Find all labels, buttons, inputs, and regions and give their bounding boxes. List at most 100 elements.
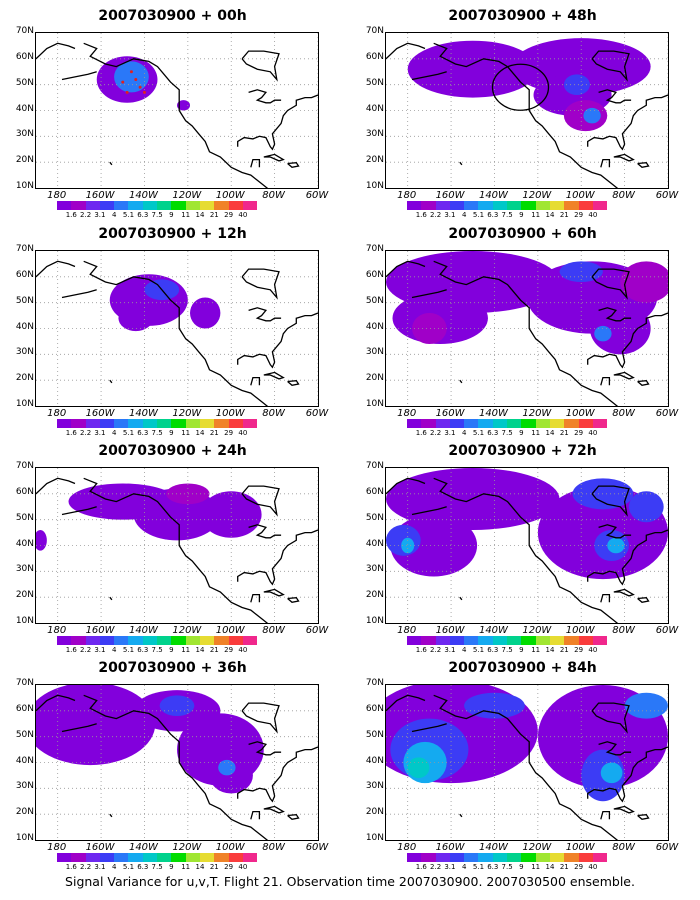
coastline [83, 694, 269, 840]
colorbar-swatch [228, 201, 243, 210]
colorbar-swatch [199, 201, 215, 210]
latitude-label: 40N [15, 755, 34, 766]
colorbar-swatch [421, 419, 436, 428]
colorbar-label: 21 [209, 863, 219, 871]
longitude-label: 140W [478, 408, 508, 419]
latitude-label: 60N [365, 51, 384, 62]
variance-map [386, 251, 668, 406]
colorbar-swatch [128, 419, 143, 428]
colorbar-swatch [407, 419, 422, 428]
longitude-label: 160W [85, 842, 115, 853]
variance-map [386, 33, 668, 188]
latitude-label: 50N [365, 729, 384, 740]
variance-map [36, 251, 318, 406]
panel-title: 2007030900 + 00h [98, 8, 247, 24]
colorbar-label: 29 [574, 211, 584, 219]
colorbar-label: 7.5 [151, 429, 163, 437]
coastline [459, 379, 463, 384]
variance-region [401, 537, 415, 554]
coastline [250, 593, 261, 603]
longitude-label: 160W [435, 408, 465, 419]
longitude-label: 60W [655, 190, 679, 201]
longitude-label: 120W [522, 842, 552, 853]
coastline [433, 694, 619, 840]
longitude-label: 140W [128, 190, 158, 201]
colorbar-swatch [521, 201, 536, 210]
latitude-label: 50N [15, 512, 34, 523]
variance-region [628, 491, 664, 523]
colorbar [57, 853, 258, 862]
colorbar-label: 11 [181, 646, 191, 654]
coastline [241, 485, 280, 517]
variance-region [412, 313, 447, 344]
colorbar-swatch [57, 201, 72, 210]
coastline [386, 477, 426, 495]
longitude-label: 160W [85, 190, 115, 201]
map-panel: 2007030900 + 48h 70N 60N 50N 40N 30N 20N 10N 180… [350, 0, 695, 225]
colorbar-swatch [99, 853, 115, 862]
colorbar-swatch [407, 853, 422, 862]
coastline [587, 94, 668, 151]
coastline [459, 596, 463, 601]
colorbar-label: 2.2 [80, 211, 92, 219]
latitude-label: 40N [365, 321, 384, 332]
colorbar-swatch [114, 419, 129, 428]
longitude-label: 60W [305, 190, 329, 201]
coastline [587, 529, 668, 586]
colorbar-label: 4 [111, 646, 117, 654]
colorbar-swatch [57, 636, 72, 645]
colorbar-label: 7.5 [151, 863, 163, 871]
colorbar-swatch [478, 419, 493, 428]
colorbar-swatch [549, 201, 565, 210]
colorbar-label: 1.6 [415, 429, 427, 437]
colorbar-swatch [535, 636, 550, 645]
longitude-label: 180 [47, 408, 67, 419]
variance-region [36, 530, 47, 551]
colorbar-label: 2.2 [80, 863, 92, 871]
colorbar-swatch [199, 636, 215, 645]
longitude-label: 60W [305, 842, 329, 853]
variance-region [200, 491, 262, 538]
coastline [637, 597, 650, 603]
colorbar-swatch [214, 419, 229, 428]
colorbar-label: 40 [588, 429, 598, 437]
variance-region [563, 74, 590, 95]
colorbar-swatch [228, 419, 243, 428]
colorbar-swatch [549, 636, 565, 645]
colorbar-label: 5.1 [472, 646, 485, 654]
map-panel: 2007030900 + 12h 70N 60N 50N 40N 30N 20N 10N 180… [0, 218, 345, 443]
colorbar-swatch [435, 419, 450, 428]
longitude-label: 100W [565, 842, 595, 853]
longitude-label: 120W [522, 408, 552, 419]
observation-point [142, 90, 146, 94]
colorbar-label: 4 [111, 211, 117, 219]
coastline [250, 810, 261, 820]
colorbar-label: 14 [545, 211, 555, 219]
colorbar-swatch [185, 419, 200, 428]
latitude-label: 50N [365, 295, 384, 306]
colorbar-swatch [128, 201, 143, 210]
colorbar-label: 6.3 [137, 646, 149, 654]
latitude-label: 10N [15, 399, 34, 409]
colorbar-swatch [171, 201, 186, 210]
latitude-label: 50N [15, 729, 34, 740]
colorbar-swatch [564, 636, 579, 645]
longitude-label: 100W [215, 625, 245, 636]
coastline [237, 94, 318, 151]
colorbar-label: 40 [588, 211, 598, 219]
colorbar-label: 3.1 [444, 211, 456, 219]
latitude-label: 20N [15, 807, 34, 818]
colorbar-swatch [228, 853, 243, 862]
colorbar-swatch [449, 853, 465, 862]
colorbar-swatch [99, 419, 115, 428]
longitude-label: 120W [522, 190, 552, 201]
colorbar-label: 2.2 [430, 211, 442, 219]
variance-region [407, 40, 538, 98]
colorbar-label: 40 [238, 863, 248, 871]
colorbar-swatch [142, 419, 158, 428]
coastline [83, 42, 269, 188]
colorbar-swatch [549, 419, 565, 428]
colorbar-label: 11 [531, 429, 541, 437]
colorbar-label: 4 [461, 211, 467, 219]
colorbar-swatch [114, 636, 129, 645]
